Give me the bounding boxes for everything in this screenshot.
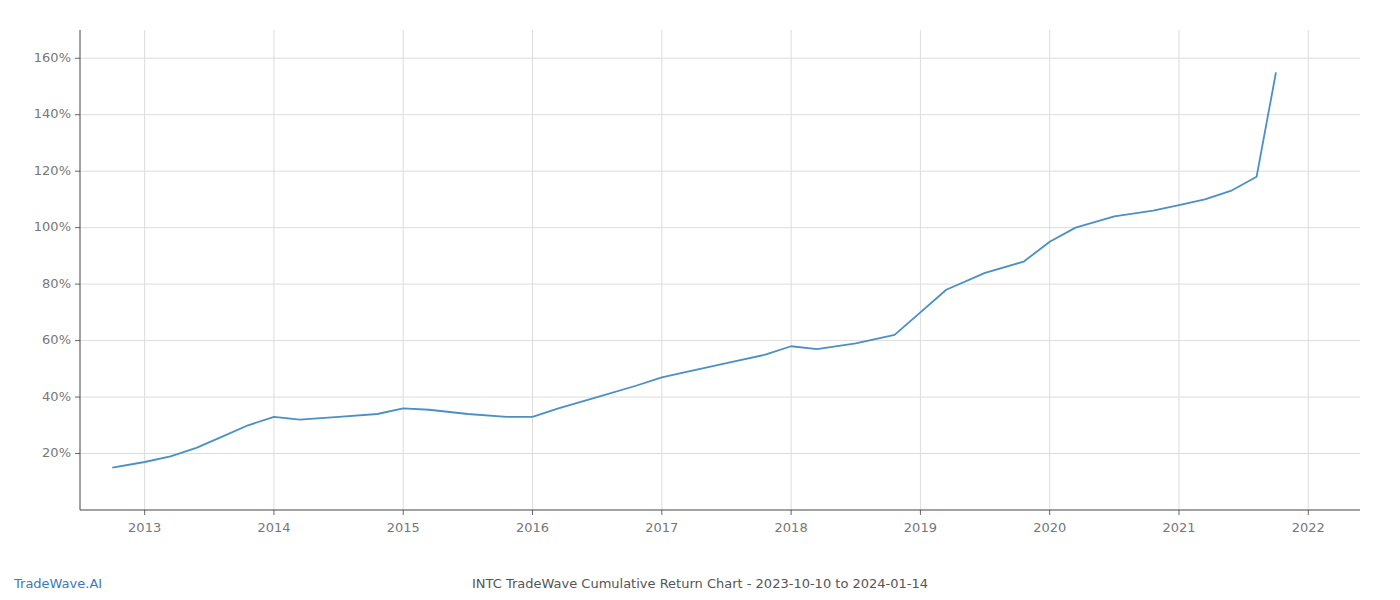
tick-y <box>75 340 80 341</box>
grid-line-y <box>80 397 1360 398</box>
grid-line-y <box>80 284 1360 285</box>
tick-label-y: 160% <box>34 50 71 65</box>
axes: 20% 40% 60% 80% 100% 120% 140% 160% 2013 2014 2015… <box>34 30 1360 535</box>
tick-label-y: 20% <box>42 445 71 460</box>
grid-line-y <box>80 227 1360 228</box>
tick-x <box>1049 510 1050 515</box>
tick-label-y: 40% <box>42 389 71 404</box>
axis-line-y <box>80 30 81 510</box>
tick-label-x: 2013 <box>128 520 161 535</box>
tick-x <box>403 510 404 515</box>
tick-y <box>75 453 80 454</box>
tick-label-y: 100% <box>34 219 71 234</box>
plot-area <box>112 72 1276 467</box>
tick-y <box>75 284 80 285</box>
grid-line-x <box>273 30 274 510</box>
tick-y <box>75 397 80 398</box>
tick-label-x: 2019 <box>904 520 937 535</box>
chart-container: 20% 40% 60% 80% 100% 120% 140% 160% 2013 2014 2015… <box>0 0 1400 600</box>
tick-x <box>1308 510 1309 515</box>
grid-line-x <box>791 30 792 510</box>
grid-line-y <box>80 58 1360 59</box>
grid-line-x <box>144 30 145 510</box>
grid-line-x <box>920 30 921 510</box>
tick-x <box>144 510 145 515</box>
watermark: TradeWave.AI <box>13 576 102 591</box>
tick-label-x: 2022 <box>1292 520 1325 535</box>
grid-line-y <box>80 171 1360 172</box>
grid-line-x <box>403 30 404 510</box>
tick-y <box>75 58 80 59</box>
tick-y <box>75 227 80 228</box>
tick-x <box>273 510 274 515</box>
tick-label-x: 2018 <box>775 520 808 535</box>
axis-line-x <box>80 510 1360 511</box>
grid-line-y <box>80 114 1360 115</box>
grid-line-x <box>1178 30 1179 510</box>
tick-x <box>1178 510 1179 515</box>
tick-x <box>661 510 662 515</box>
grid-line-y <box>80 453 1360 454</box>
title: INTC TradeWave Cumulative Return Chart -… <box>472 576 928 591</box>
grid-line-x <box>1049 30 1050 510</box>
tick-label-x: 2017 <box>645 520 678 535</box>
tick-label-x: 2020 <box>1033 520 1066 535</box>
tick-x <box>920 510 921 515</box>
data-line <box>112 72 1276 467</box>
tick-label-x: 2016 <box>516 520 549 535</box>
grid <box>80 30 1360 510</box>
grid-line-y <box>80 340 1360 341</box>
tick-label-y: 80% <box>42 276 71 291</box>
tick-label-x: 2015 <box>387 520 420 535</box>
tick-label-y: 120% <box>34 163 71 178</box>
tick-y <box>75 114 80 115</box>
tick-label-x: 2014 <box>257 520 290 535</box>
tick-y <box>75 171 80 172</box>
tick-label-y: 60% <box>42 332 71 347</box>
tick-x <box>791 510 792 515</box>
tick-label-y: 140% <box>34 106 71 121</box>
grid-line-x <box>661 30 662 510</box>
grid-line-x <box>1308 30 1309 510</box>
tick-x <box>532 510 533 515</box>
grid-line-x <box>532 30 533 510</box>
tick-label-x: 2021 <box>1162 520 1195 535</box>
chart: 20% 40% 60% 80% 100% 120% 140% 160% 2013 2014 2015… <box>0 0 1400 600</box>
